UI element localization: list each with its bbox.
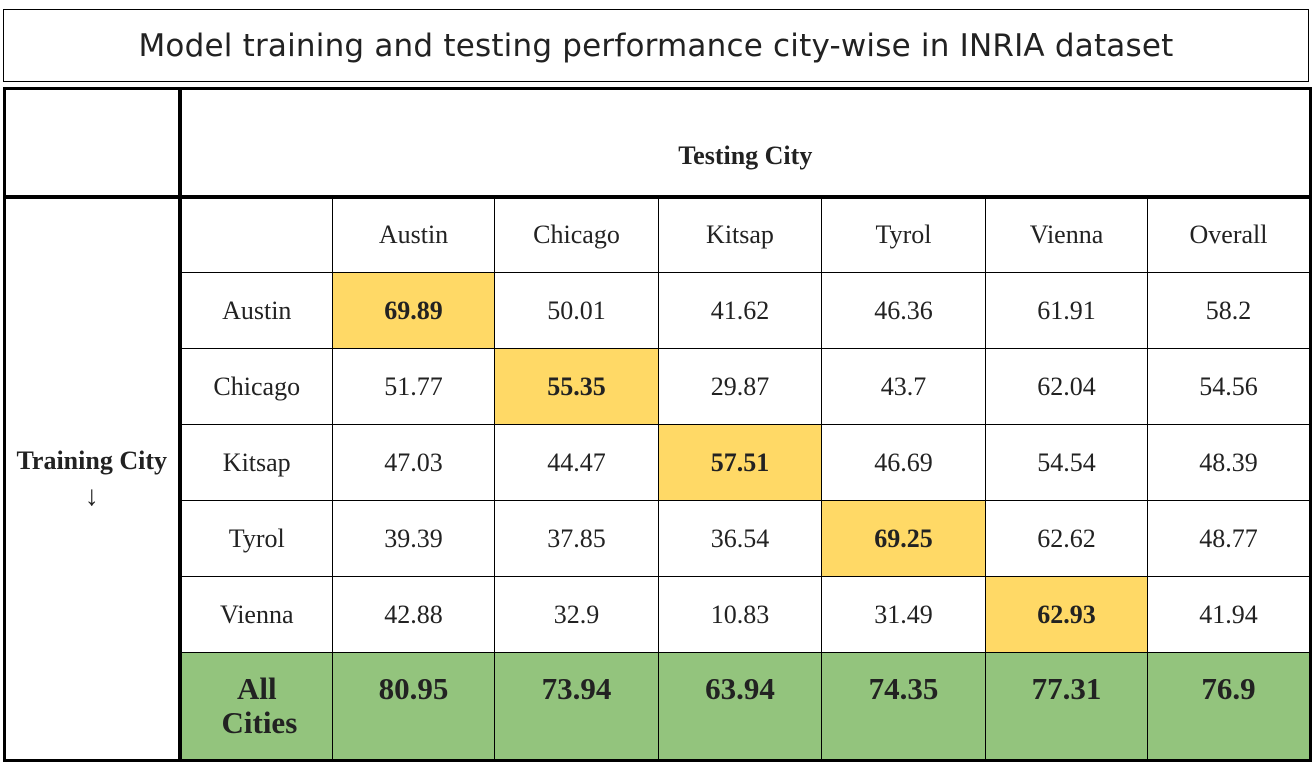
testing-city-header: Testing City xyxy=(177,87,1313,197)
table-cell: 51.77 xyxy=(332,348,495,425)
table-cell: 62.93 xyxy=(985,576,1148,653)
table-row: Vienna 42.88 32.9 10.83 31.49 62.93 41.94 xyxy=(5,576,1313,653)
table-cell: 44.47 xyxy=(494,424,659,501)
all-cities-cell: 76.9 xyxy=(1146,652,1313,762)
col-header: Vienna xyxy=(985,194,1148,273)
row-label: Austin xyxy=(177,272,333,349)
table-cell: 55.35 xyxy=(494,348,659,425)
col-header: Overall xyxy=(1146,194,1313,273)
table-cell: 47.03 xyxy=(332,424,495,501)
table-cell: 41.94 xyxy=(1146,576,1313,653)
all-cities-label: All Cities xyxy=(177,652,333,762)
table-row: Austin 69.89 50.01 41.62 46.36 61.91 58.2 xyxy=(5,272,1313,349)
down-arrow-icon: ↓ xyxy=(84,480,99,512)
table-cell: 42.88 xyxy=(332,576,495,653)
table-row: Tyrol 39.39 37.85 36.54 69.25 62.62 48.77 xyxy=(5,500,1313,577)
results-table: Testing City Training City ↓ Austin Chic… xyxy=(3,87,1313,762)
table-cell: 10.83 xyxy=(658,576,822,653)
training-city-header: Training City ↓ xyxy=(3,194,180,762)
table-cell: 46.69 xyxy=(821,424,986,501)
column-header-row: Training City ↓ Austin Chicago Kitsap Ty… xyxy=(3,194,1313,762)
table-cell: 69.89 xyxy=(332,272,495,349)
table-cell: 32.9 xyxy=(494,576,659,653)
table-cell: 54.54 xyxy=(985,424,1148,501)
col-header: Austin xyxy=(332,194,495,273)
all-cities-cell: 63.94 xyxy=(658,652,822,762)
table-cell: 41.62 xyxy=(658,272,822,349)
table-cell: 31.49 xyxy=(821,576,986,653)
table-cell: 61.91 xyxy=(985,272,1148,349)
all-cities-cell: 80.95 xyxy=(332,652,495,762)
row-label: Kitsap xyxy=(177,424,333,501)
testing-header-row: Testing City xyxy=(3,87,1313,197)
figure: Model training and testing performance c… xyxy=(3,9,1313,769)
all-cities-cell: 73.94 xyxy=(494,652,659,762)
table-cell: 58.2 xyxy=(1146,272,1313,349)
training-city-label: Training City xyxy=(16,445,167,475)
row-label: Chicago xyxy=(177,348,333,425)
row-label: Tyrol xyxy=(177,500,333,577)
table-cell: 46.36 xyxy=(821,272,986,349)
row-header-corner xyxy=(177,194,333,273)
row-label: Vienna xyxy=(177,576,333,653)
table-cell: 54.56 xyxy=(1146,348,1313,425)
table-row: Kitsap 47.03 44.47 57.51 46.69 54.54 48.39 xyxy=(5,424,1313,501)
col-header: Kitsap xyxy=(658,194,822,273)
table-cell: 43.7 xyxy=(821,348,986,425)
table-cell: 57.51 xyxy=(658,424,822,501)
table-cell: 39.39 xyxy=(332,500,495,577)
table-row: Chicago 51.77 55.35 29.87 43.7 62.04 54.56 xyxy=(5,348,1313,425)
table-title: Model training and testing performance c… xyxy=(3,9,1309,82)
table-cell: 29.87 xyxy=(658,348,822,425)
table-cell: 36.54 xyxy=(658,500,822,577)
table-cell: 37.85 xyxy=(494,500,659,577)
all-cities-cell: 77.31 xyxy=(985,652,1148,762)
col-header: Tyrol xyxy=(821,194,986,273)
table-cell: 48.77 xyxy=(1146,500,1313,577)
all-cities-row: All Cities 80.95 73.94 63.94 74.35 77.31 76.9 xyxy=(5,652,1313,762)
table-cell: 69.25 xyxy=(821,500,986,577)
table-cell: 62.04 xyxy=(985,348,1148,425)
table-cell: 62.62 xyxy=(985,500,1148,577)
all-cities-cell: 74.35 xyxy=(821,652,986,762)
col-header: Chicago xyxy=(494,194,659,273)
table-cell: 50.01 xyxy=(494,272,659,349)
corner-cell xyxy=(3,87,180,197)
table-cell: 48.39 xyxy=(1146,424,1313,501)
